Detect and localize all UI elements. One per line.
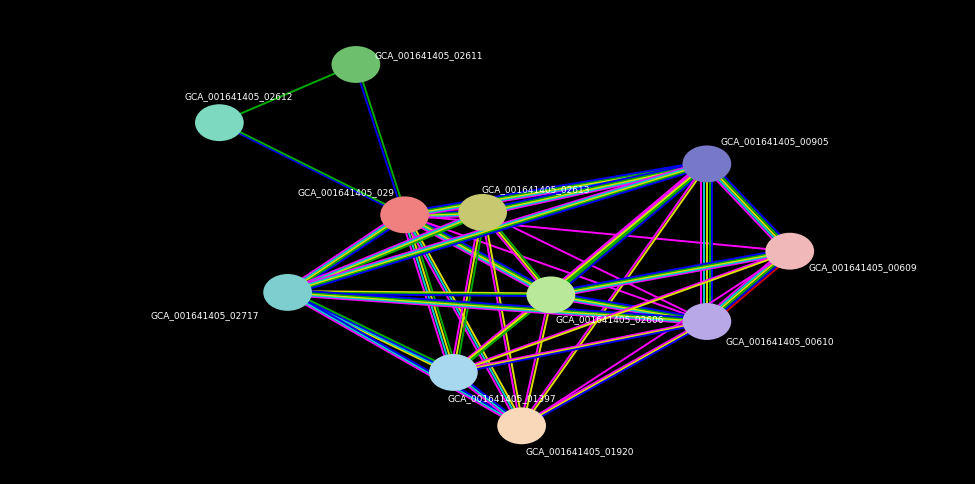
- Text: GCA_001641405_00905: GCA_001641405_00905: [721, 137, 830, 146]
- Ellipse shape: [429, 354, 478, 391]
- Text: GCA_001641405_02606: GCA_001641405_02606: [555, 314, 664, 323]
- Ellipse shape: [380, 197, 429, 234]
- Text: GCA_001641405_02611: GCA_001641405_02611: [374, 51, 484, 60]
- Text: GCA_001641405_00609: GCA_001641405_00609: [808, 263, 917, 272]
- Ellipse shape: [765, 233, 814, 270]
- Ellipse shape: [682, 146, 731, 183]
- Ellipse shape: [332, 47, 380, 84]
- Ellipse shape: [682, 303, 731, 340]
- Text: GCA_001641405_029: GCA_001641405_029: [297, 188, 395, 197]
- Text: GCA_001641405_02613: GCA_001641405_02613: [482, 185, 591, 194]
- Text: GCA_001641405_00610: GCA_001641405_00610: [725, 337, 835, 346]
- Ellipse shape: [263, 274, 312, 311]
- Ellipse shape: [526, 277, 575, 314]
- Ellipse shape: [458, 195, 507, 231]
- Text: GCA_001641405_02612: GCA_001641405_02612: [184, 92, 293, 101]
- Text: GCA_001641405_01920: GCA_001641405_01920: [526, 447, 635, 455]
- Text: GCA_001641405_01397: GCA_001641405_01397: [448, 393, 557, 402]
- Ellipse shape: [497, 408, 546, 444]
- Text: GCA_001641405_02717: GCA_001641405_02717: [150, 310, 259, 319]
- Ellipse shape: [195, 105, 244, 142]
